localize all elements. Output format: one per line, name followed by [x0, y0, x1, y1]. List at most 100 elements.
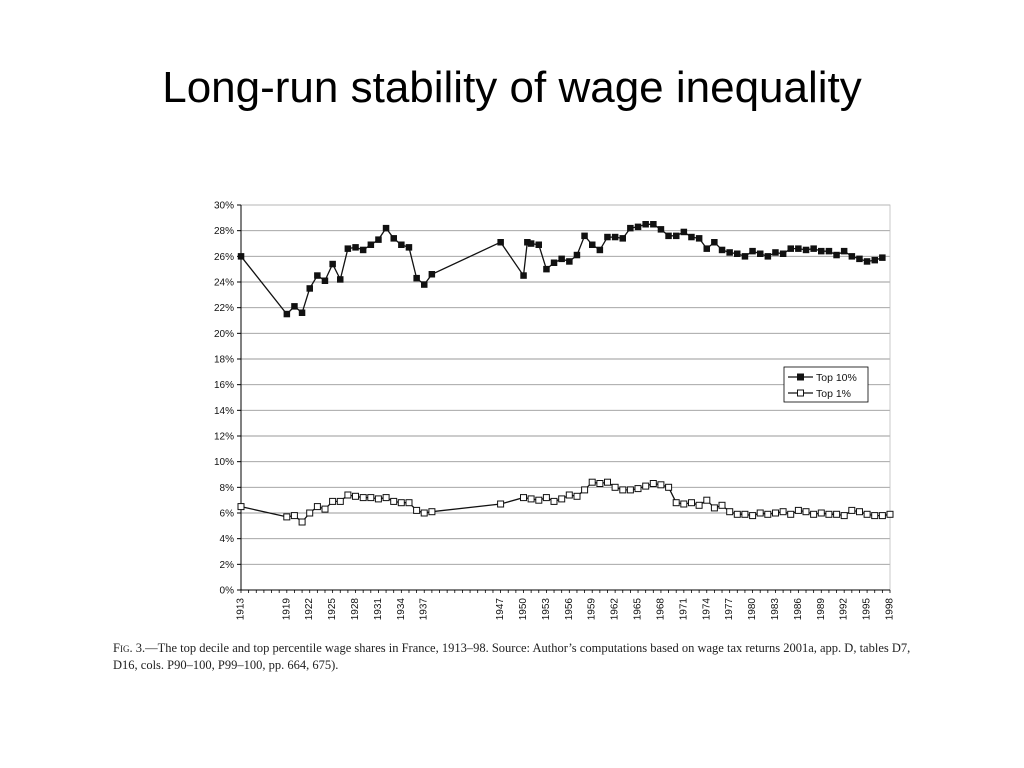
- data-point-top1: [718, 501, 726, 509]
- data-point-top10: [382, 224, 390, 232]
- data-point-top10: [688, 233, 695, 241]
- data-point-top1: [794, 506, 802, 514]
- x-tick-label: 1947: [495, 598, 506, 621]
- data-point-top1: [703, 496, 711, 504]
- data-point-top10: [596, 246, 604, 254]
- x-tick-label: 1971: [678, 598, 689, 621]
- y-tick-label: 14%: [214, 406, 234, 417]
- data-point-top1: [405, 499, 413, 507]
- series-group: [237, 221, 894, 526]
- axes: [237, 204, 891, 593]
- data-point-top1: [657, 481, 665, 489]
- data-point-top1: [596, 480, 604, 487]
- series-line-top10: [240, 223, 883, 316]
- data-point-top10: [818, 247, 825, 255]
- legend-marker-top10: [797, 373, 804, 381]
- data-point-top10: [657, 226, 665, 233]
- data-point-top10: [611, 233, 619, 241]
- data-point-top10: [787, 245, 794, 252]
- y-tick-label: 12%: [214, 432, 234, 443]
- data-point-top1: [810, 510, 818, 518]
- data-point-top10: [291, 303, 298, 310]
- data-point-top1: [306, 509, 314, 517]
- data-point-top10: [650, 221, 657, 228]
- data-point-top10: [405, 244, 413, 251]
- data-point-top10: [772, 249, 779, 256]
- data-point-top1: [520, 494, 527, 502]
- data-point-top1: [749, 512, 757, 520]
- data-point-top1: [527, 495, 535, 503]
- data-point-top10: [749, 247, 756, 255]
- x-tick-label: 1986: [793, 598, 804, 621]
- data-point-top10: [413, 274, 420, 282]
- legend: Top 10% Top 1%: [783, 366, 869, 403]
- x-tick-label: 1962: [610, 598, 621, 621]
- data-point-top1: [413, 506, 421, 514]
- x-tick-label: 1983: [770, 598, 781, 621]
- y-tick-label: 18%: [214, 355, 234, 366]
- data-point-top10: [711, 239, 718, 246]
- data-point-top10: [321, 277, 329, 284]
- x-tick-label: 1937: [419, 598, 430, 621]
- data-point-top1: [558, 495, 566, 503]
- data-point-top10: [344, 245, 352, 252]
- data-point-top1: [710, 504, 718, 512]
- data-point-top10: [558, 255, 565, 263]
- data-point-top1: [680, 500, 688, 508]
- legend-label-top1: Top 1%: [816, 388, 851, 400]
- data-point-top10: [527, 240, 535, 247]
- data-point-top1: [817, 509, 825, 517]
- data-point-top1: [611, 483, 619, 491]
- data-point-top1: [764, 510, 772, 518]
- data-point-top1: [390, 497, 398, 505]
- data-point-top10: [879, 254, 886, 261]
- data-point-top10: [634, 223, 642, 231]
- data-point-top1: [741, 510, 749, 518]
- x-tick-label: 1931: [373, 598, 384, 621]
- data-point-top1: [848, 506, 856, 514]
- data-point-top10: [680, 228, 688, 236]
- data-point-top10: [237, 253, 245, 260]
- data-point-top1: [604, 478, 611, 486]
- data-point-top10: [550, 259, 558, 266]
- data-point-top1: [283, 513, 291, 521]
- data-point-top1: [374, 495, 382, 503]
- x-tick-label: 1977: [724, 598, 735, 621]
- y-tick-label: 8%: [220, 483, 235, 494]
- data-point-top1: [634, 485, 642, 493]
- y-tick-label: 26%: [214, 252, 234, 263]
- data-point-top10: [520, 272, 527, 279]
- x-tick-label: 1934: [396, 598, 407, 621]
- data-point-top10: [856, 255, 863, 263]
- data-point-top10: [627, 224, 634, 232]
- data-point-top10: [619, 235, 626, 242]
- data-point-top1: [542, 494, 550, 502]
- x-tick-label: 1998: [885, 598, 896, 621]
- data-point-top10: [825, 247, 833, 255]
- y-tick-label: 24%: [214, 278, 234, 289]
- data-point-top10: [840, 247, 848, 255]
- data-point-top1: [321, 505, 329, 513]
- data-point-top10: [359, 246, 367, 254]
- y-axis-tick-labels: 0% 2% 4% 6% 8% 10% 12% 14% 16% 18% 20% 22% 24% 26% 28%…: [214, 201, 234, 597]
- data-point-top10: [718, 246, 726, 254]
- data-point-top10: [535, 241, 542, 248]
- x-tick-label: 1919: [281, 598, 292, 621]
- x-tick-label: 1992: [839, 598, 850, 621]
- x-tick-label: 1928: [350, 598, 361, 621]
- data-point-top10: [306, 285, 313, 292]
- y-tick-label: 30%: [214, 201, 234, 212]
- series-top10: [237, 221, 886, 318]
- data-point-top1: [886, 510, 894, 518]
- data-point-top1: [871, 512, 879, 520]
- slide-title: Long-run stability of wage inequality: [162, 63, 862, 112]
- data-point-top1: [237, 503, 245, 511]
- data-point-top1: [352, 492, 359, 500]
- data-point-top1: [825, 510, 833, 518]
- data-point-top1: [688, 499, 695, 507]
- data-point-top10: [352, 244, 359, 251]
- data-point-top10: [642, 221, 649, 228]
- data-point-top1: [802, 508, 810, 516]
- data-point-top10: [833, 251, 840, 259]
